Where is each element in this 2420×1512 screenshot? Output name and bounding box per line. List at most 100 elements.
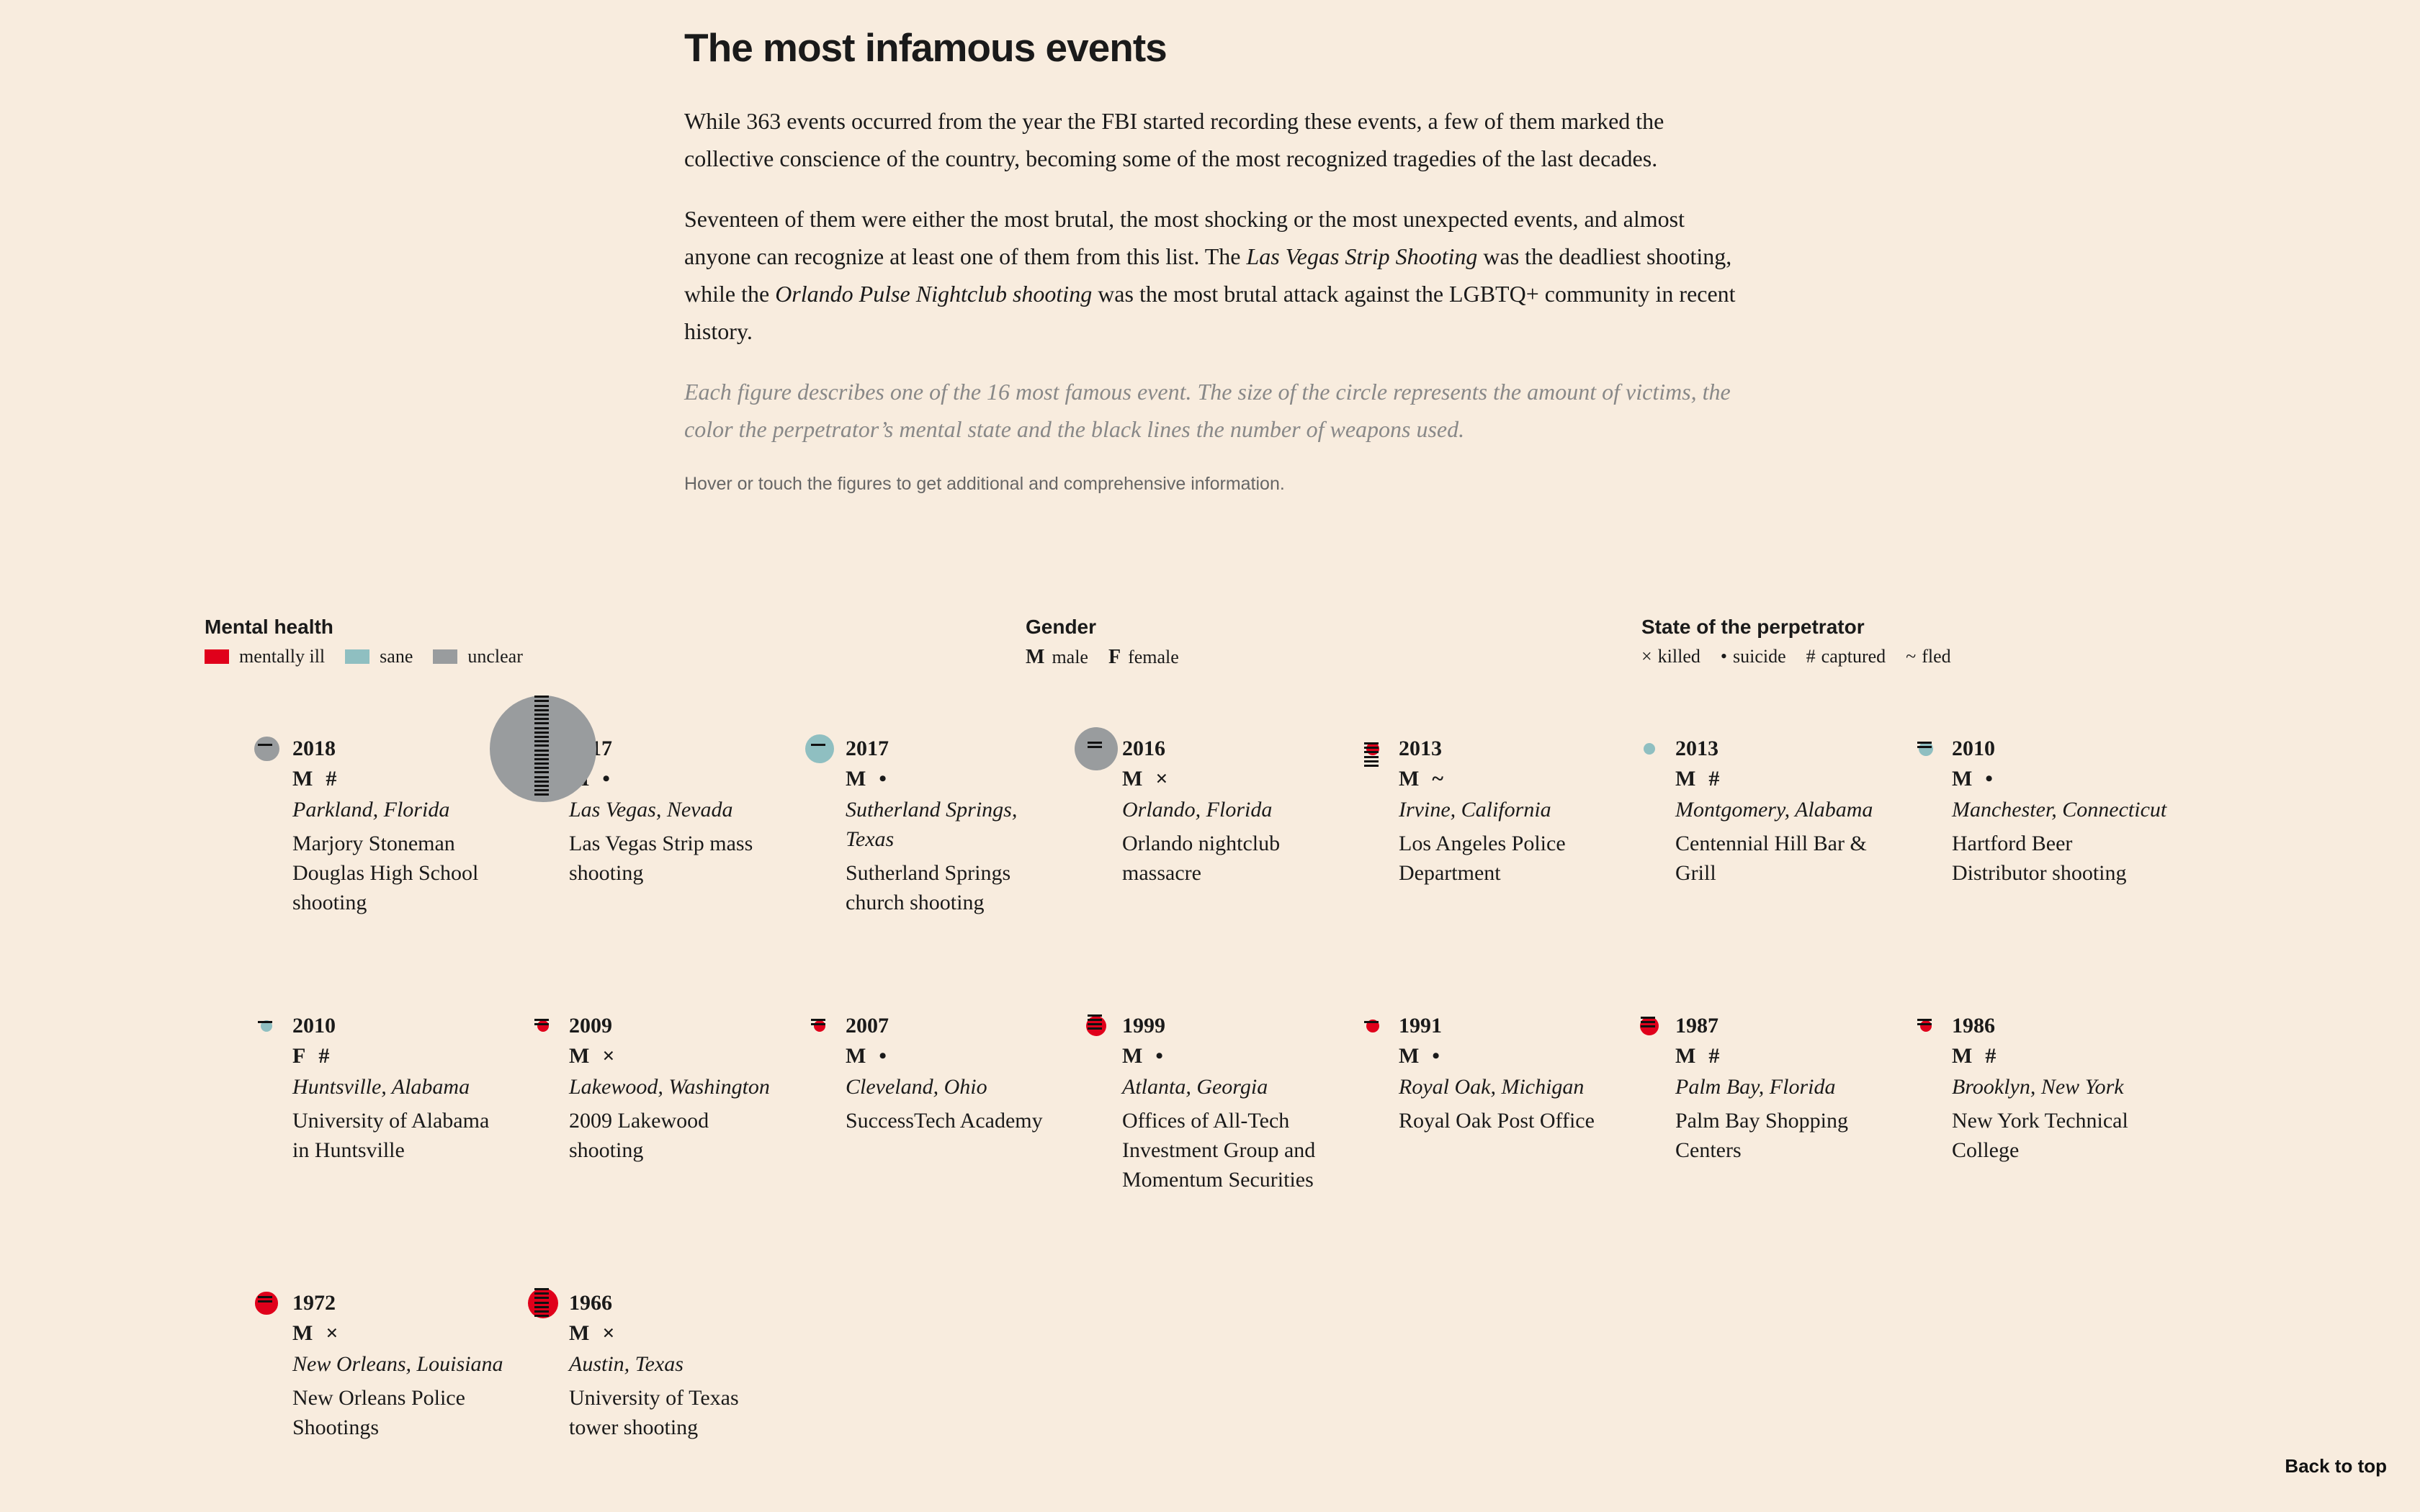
gender-state: M•	[1399, 1040, 1615, 1072]
gender-glyph: M	[1399, 1044, 1420, 1068]
event-figure[interactable]: 2018 M # Parkland, Florida Marjory Stoneman …	[254, 734, 508, 917]
weapon-lines	[1088, 741, 1102, 750]
event-figure[interactable]: 2010 M • Manchester, Connecticut Hartford Be…	[1917, 734, 2168, 888]
gender-state: M ×	[1122, 763, 1338, 795]
gender-glyph: M	[1952, 767, 1973, 791]
weapon-lines	[534, 696, 549, 798]
weapon-line	[1917, 745, 1932, 748]
event-figure[interactable]: 2013 M # Montgomery, Alabama Centennial Hill…	[1644, 734, 1891, 888]
event-location: Brooklyn, New York	[1952, 1075, 2124, 1099]
state-glyph: #	[1985, 1044, 1996, 1068]
event-name: Royal Oak Post Office	[1399, 1109, 1595, 1133]
victims-circle	[1074, 726, 1119, 771]
back-to-top-link[interactable]: Back to top	[2285, 1455, 2387, 1477]
intro-paragraph-2: Seventeen of them were either the most b…	[684, 206, 1736, 344]
gender-glyph: F	[292, 1044, 306, 1068]
state-glyph: #	[1708, 767, 1720, 791]
event-year: 2016	[1122, 737, 1165, 760]
victims-circle	[1919, 742, 1933, 756]
weapon-line	[534, 757, 549, 760]
weapon-line	[1364, 747, 1379, 750]
state-glyph: #	[318, 1044, 330, 1068]
state-glyph: #	[1708, 1044, 1720, 1068]
gender-glyph: M	[292, 767, 313, 791]
weapon-lines	[1917, 1018, 1932, 1027]
gender-glyph: M	[1952, 1044, 1973, 1068]
weapon-line	[534, 1310, 549, 1313]
weapon-line	[1088, 1014, 1102, 1017]
weapon-line	[1917, 1018, 1932, 1021]
gender-state: M #	[1952, 1040, 2168, 1072]
weapon-lines	[1364, 1020, 1379, 1025]
event-name: Orlando nightclub massacre	[1122, 832, 1281, 885]
state-glyph: •	[879, 1044, 887, 1068]
legend-item-killed: × killed	[1641, 646, 1700, 667]
event-year: 2017	[846, 737, 889, 760]
state-glyph: •	[602, 767, 610, 791]
event-figure[interactable]: 1972 M × New Orleans, Louisiana New Orleans …	[255, 1289, 508, 1442]
event-figure[interactable]: 2007 M • Cleveland, Ohio SuccessTech Academy	[811, 1012, 1062, 1135]
event-figure[interactable]: 1987 M # Palm Bay, Florida Palm Bay Shopping…	[1639, 1012, 1891, 1165]
state-glyph: ×	[326, 1321, 339, 1345]
event-year: 1999	[1122, 1014, 1165, 1038]
event-name: New Orleans Police Shootings	[292, 1386, 465, 1439]
gender-glyph: M	[1399, 767, 1420, 791]
event-name: Centennial Hill Bar & Grill	[1675, 832, 1867, 885]
gender-glyph: M	[1122, 767, 1143, 791]
event-figure[interactable]: 2009 M × Lakewood, Washington 2009 Lakewood …	[534, 1012, 785, 1165]
weapon-line	[534, 767, 549, 770]
event-location: Orlando, Florida	[1122, 798, 1273, 822]
weapon-line	[534, 1305, 549, 1308]
victims-circle	[805, 734, 835, 764]
event-year: 2013	[1399, 737, 1442, 760]
weapon-line	[534, 735, 549, 738]
weapon-line	[811, 1022, 825, 1025]
state-glyph: ~	[1432, 767, 1443, 791]
event-figure[interactable]: 2017 M • Sutherland Springs, Texas Sutherlan…	[805, 734, 1062, 917]
event-name: Los Angeles Police Department	[1399, 832, 1566, 885]
gender-glyph: M	[569, 1044, 590, 1068]
weapon-lines	[258, 1020, 272, 1025]
event-figure[interactable]: 2016 M × Orlando, Florida Orlando nightclub …	[1074, 726, 1338, 888]
state-glyph: ×	[602, 1044, 615, 1068]
weapon-line	[534, 789, 549, 792]
event-figure[interactable]: 1966 M × Austin, Texas University of Texas t…	[528, 1288, 785, 1442]
weapon-line	[1088, 741, 1102, 744]
event-figure[interactable]: 2013 M ~ Irvine, California Los Angeles Poli…	[1364, 734, 1615, 888]
event-figure[interactable]: 1991 M • Royal Oak, Michigan Royal Oak Post …	[1364, 1012, 1615, 1135]
weapon-line	[1364, 751, 1379, 754]
weapon-line	[534, 762, 549, 765]
gender-state: M ×	[569, 1318, 785, 1349]
event-name: Palm Bay Shopping Centers	[1675, 1109, 1849, 1162]
event-figure[interactable]: 1999 M • Atlanta, Georgia Offices of All-Tec…	[1085, 1012, 1338, 1194]
unclear-swatch	[433, 649, 458, 664]
event-year: 1972	[292, 1291, 336, 1315]
event-location: New Orleans, Louisiana	[292, 1352, 503, 1376]
weapon-line	[258, 1295, 272, 1298]
event-figure[interactable]: 1986 M # Brooklyn, New York New York Technic…	[1917, 1012, 2168, 1165]
intro-section: The most infamous events While 363 event…	[684, 22, 1736, 520]
event-year: 2018	[292, 737, 336, 760]
gender-state: F #	[292, 1040, 508, 1072]
weapon-line	[811, 1018, 825, 1021]
weapon-line	[1088, 1027, 1102, 1030]
gender-state: M #	[1675, 763, 1891, 795]
event-name: Hartford Beer Distributor shooting	[1952, 832, 2127, 885]
event-figure[interactable]: 2010 F # Huntsville, Alabama University of A…	[258, 1012, 508, 1165]
state-glyph: •	[1432, 1044, 1440, 1068]
weapon-line	[534, 1022, 549, 1025]
event-location: Irvine, California	[1399, 798, 1551, 822]
weapon-line	[534, 1018, 549, 1021]
event-location: Las Vegas, Nevada	[569, 798, 733, 822]
event-name: 2009 Lakewood shooting	[569, 1109, 709, 1162]
event-year: 1991	[1399, 1014, 1442, 1038]
event-location: Atlanta, Georgia	[1122, 1075, 1268, 1099]
weapon-line	[534, 722, 549, 725]
weapon-line	[534, 753, 549, 756]
weapon-line	[534, 780, 549, 783]
weapon-lines	[258, 1295, 272, 1305]
weapon-line	[1364, 760, 1379, 762]
